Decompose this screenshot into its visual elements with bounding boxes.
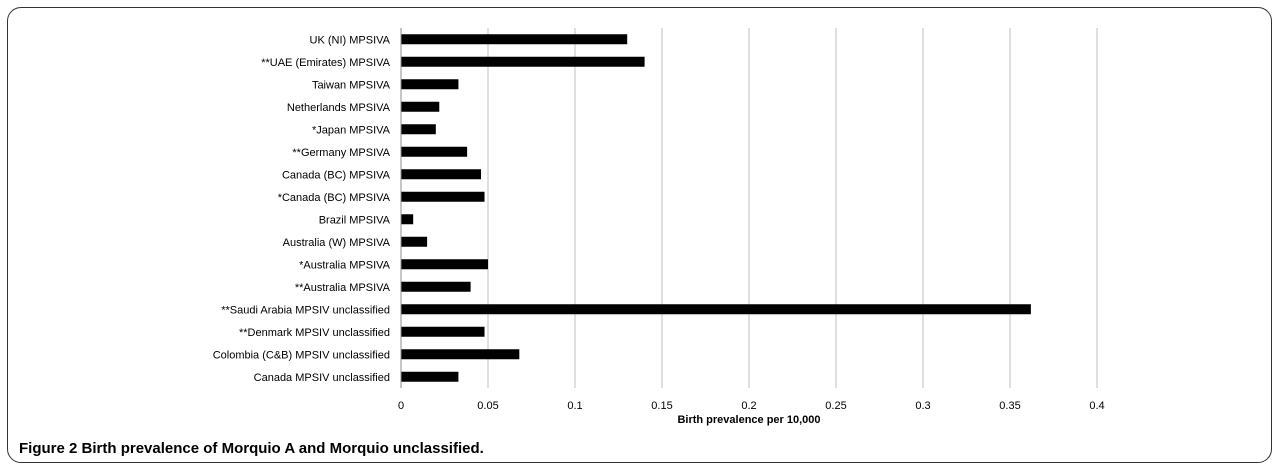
bar	[401, 326, 485, 337]
bar	[401, 371, 459, 382]
bar	[401, 34, 628, 45]
category-label: **UAE (Emirates) MPSIVA	[261, 57, 390, 69]
category-labels: UK (NI) MPSIVA **UAE (Emirates) MPSIVA Tai…	[213, 34, 391, 384]
bar	[401, 56, 645, 67]
x-tick-label: 0.4	[1089, 400, 1104, 412]
category-label: *Australia MPSIVA	[299, 259, 391, 271]
bar	[401, 281, 471, 292]
category-label: *Japan MPSIVA	[312, 124, 391, 136]
x-tick-labels: 0 0.05 0.1 0.15 0.2 0.25 0.3 0.35 0.4	[398, 400, 1105, 412]
figure-caption: Figure 2 Birth prevalence of Morquio A a…	[19, 440, 484, 457]
category-label: Taiwan MPSIVA	[312, 79, 391, 91]
x-tick-label: 0.3	[915, 400, 930, 412]
category-label: Australia (W) MPSIVA	[283, 237, 391, 249]
category-label: *Canada (BC) MPSIVA	[278, 192, 391, 204]
x-tick-label: 0.2	[741, 400, 756, 412]
x-tick-label: 0.35	[999, 400, 1020, 412]
x-tick-label: 0.15	[651, 400, 672, 412]
category-label: **Australia MPSIVA	[295, 282, 391, 294]
bar	[401, 124, 436, 135]
category-label: **Saudi Arabia MPSIV unclassified	[221, 304, 390, 316]
x-tick-label: 0	[398, 400, 404, 412]
category-label: UK (NI) MPSIVA	[310, 34, 391, 46]
x-tick-label: 0.05	[477, 400, 498, 412]
bar	[401, 101, 440, 112]
bar	[401, 191, 485, 202]
category-label: **Denmark MPSIV unclassified	[239, 327, 390, 339]
gridlines	[487, 28, 1098, 388]
bar	[401, 214, 414, 225]
category-label: **Germany MPSIVA	[292, 147, 390, 159]
caption-text: Birth prevalence of Morquio A and Morqui…	[81, 440, 484, 457]
bars	[401, 34, 1031, 382]
category-label: Brazil MPSIVA	[319, 214, 391, 226]
x-tick-label: 0.25	[825, 400, 846, 412]
bar	[401, 79, 459, 90]
category-label: Colombia (C&B) MPSIV unclassified	[213, 349, 390, 361]
bar	[401, 259, 488, 270]
category-label: Canada MPSIV unclassified	[254, 372, 390, 384]
category-label: Netherlands MPSIVA	[287, 102, 391, 114]
bar	[401, 236, 428, 247]
bar	[401, 169, 482, 180]
bar	[401, 349, 520, 360]
bar	[401, 304, 1031, 315]
x-axis-title: Birth prevalence per 10,000	[677, 414, 820, 426]
category-label: Canada (BC) MPSIVA	[282, 169, 391, 181]
bar	[401, 146, 468, 157]
caption-label: Figure 2	[19, 440, 78, 457]
x-tick-label: 0.1	[567, 400, 582, 412]
figure-frame	[7, 7, 1272, 463]
